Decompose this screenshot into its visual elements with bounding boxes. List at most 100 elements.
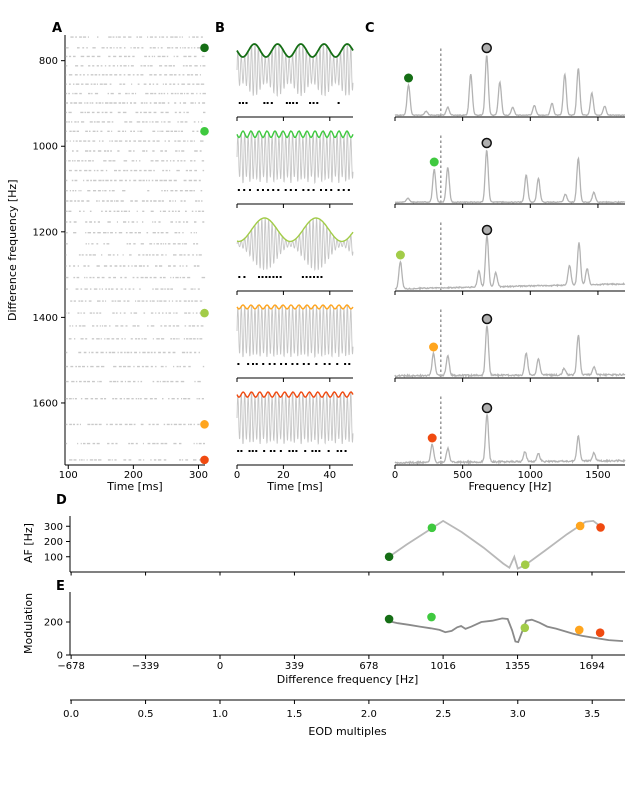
spike-mark — [247, 363, 250, 365]
axis-label-af: AF [Hz] — [22, 523, 35, 563]
spike-mark — [261, 276, 264, 278]
af-line — [388, 519, 605, 570]
spike-mark — [307, 189, 310, 191]
panel-label-e: E — [56, 579, 65, 594]
spike-mark — [248, 189, 251, 191]
spike-mark — [294, 189, 297, 191]
modulation-dot — [595, 628, 605, 638]
tick-label: 678 — [359, 661, 378, 672]
axis-label-time-b: Time [ms] — [267, 480, 323, 493]
modulation-dot — [384, 614, 394, 624]
tick-label: 0 — [392, 470, 398, 481]
tick-label: 200 — [124, 470, 143, 481]
spike-mark — [267, 189, 270, 191]
tick-label: 500 — [453, 470, 472, 481]
tick-label: −339 — [132, 661, 159, 672]
tick-label: 800 — [39, 56, 58, 67]
spike-mark — [256, 189, 259, 191]
spike-mark — [288, 450, 291, 452]
tick-label: 2.5 — [435, 709, 451, 720]
spike-mark — [328, 363, 331, 365]
spike-mark — [304, 450, 307, 452]
eod-peak-circle — [481, 137, 492, 149]
spike-mark — [347, 189, 350, 191]
tick-label: 1600 — [33, 398, 58, 409]
spike-mark — [292, 102, 295, 104]
spike-mark — [275, 276, 278, 278]
axis-label-time-a: Time [ms] — [107, 480, 163, 493]
spike-mark — [269, 450, 272, 452]
tick-label: 1500 — [585, 470, 610, 481]
spike-mark — [295, 450, 298, 452]
spike-mark — [289, 189, 292, 191]
spike-mark — [344, 450, 347, 452]
spike-mark — [268, 276, 271, 278]
spike-mark — [302, 363, 305, 365]
panel-b-waveform-0 — [236, 42, 354, 121]
panel-c-spectrum-4: 0 500 1000 1500 — [392, 395, 626, 481]
tick-label: 200 — [44, 618, 63, 629]
spike-mark — [315, 363, 318, 365]
spike-mark — [255, 450, 258, 452]
tick-label: 0 — [234, 470, 240, 481]
modulation-dot — [574, 625, 584, 635]
spike-mark — [314, 450, 317, 452]
spike-mark — [255, 363, 258, 365]
tick-label: 1000 — [33, 142, 58, 153]
spike-mark — [279, 276, 282, 278]
tick-label: 200 — [44, 537, 63, 548]
am-peak-dot — [395, 250, 405, 260]
spike-mark — [266, 102, 269, 104]
spike-mark — [316, 276, 319, 278]
spike-mark — [296, 363, 299, 365]
tick-label: −678 — [57, 661, 84, 672]
tick-label: 1000 — [518, 470, 543, 481]
spike-mark — [245, 102, 248, 104]
spike-mark — [262, 363, 265, 365]
am-peak-dot — [404, 73, 414, 83]
am-peak-dot — [427, 433, 437, 443]
spike-mark — [252, 363, 255, 365]
panel-label-c: C — [365, 21, 375, 36]
spike-mark — [337, 189, 340, 191]
spike-mark — [320, 276, 323, 278]
spike-mark — [285, 102, 288, 104]
tick-label: 300 — [189, 470, 208, 481]
tick-label: 339 — [285, 661, 304, 672]
tick-label: 1355 — [505, 661, 530, 672]
spike-mark — [280, 363, 283, 365]
spike-mark — [319, 189, 322, 191]
tick-label: 40 — [323, 470, 336, 481]
panel-label-a: A — [52, 21, 63, 36]
spike-mark — [243, 276, 246, 278]
panel-c-spectrum-1 — [394, 134, 626, 208]
tick-label: 0 — [217, 661, 223, 672]
panel-label-b: B — [215, 21, 225, 36]
modulation-dot — [520, 623, 530, 633]
panel-b-waveform-3 — [236, 304, 354, 382]
spike-mark — [279, 450, 282, 452]
panel-c-spectrum-3 — [394, 308, 626, 382]
panel-e-modulation: 0 200 −678 −339 0 339 678 1016 1355 1694 — [44, 592, 625, 672]
spike-mark — [305, 276, 308, 278]
eod-peak-circle — [481, 313, 493, 325]
spike-mark — [261, 189, 264, 191]
spike-mark — [237, 189, 240, 191]
spike-mark — [344, 363, 347, 365]
tick-label: 0.5 — [138, 709, 154, 720]
tick-label: 100 — [44, 552, 63, 563]
spike-mark — [248, 450, 251, 452]
am-envelope — [236, 391, 354, 399]
tick-label: 100 — [59, 470, 78, 481]
tick-label: 300 — [44, 522, 63, 533]
stim-row-dot — [200, 43, 209, 53]
spike-mark — [336, 450, 339, 452]
tick-label: 1016 — [430, 661, 455, 672]
tick-label: 1694 — [579, 661, 604, 672]
spike-mark — [268, 363, 271, 365]
spike-mark — [243, 189, 246, 191]
eod-peak-circle — [481, 224, 493, 236]
spike-mark — [258, 276, 261, 278]
spike-mark — [311, 450, 314, 452]
